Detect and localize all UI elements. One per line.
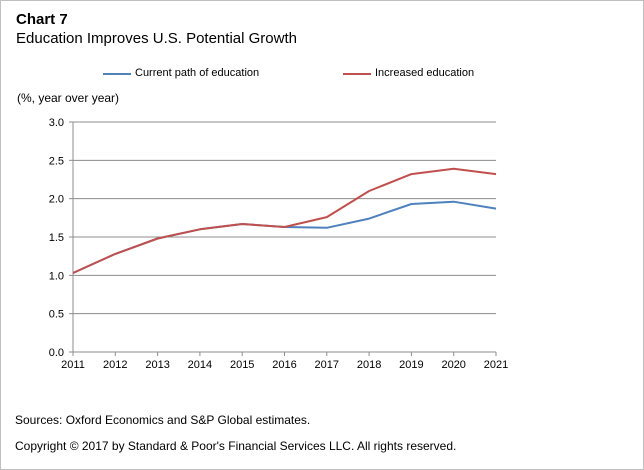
- x-tick-label: 2018: [357, 359, 381, 371]
- series-lines: [72, 167, 497, 274]
- y-axis-unit-label: (%, year over year): [17, 91, 120, 105]
- x-tick-label: 2020: [441, 359, 465, 371]
- series-line-increased-education: [72, 167, 497, 274]
- y-tick-label: 2.5: [49, 155, 64, 167]
- x-tick-label: 2019: [399, 359, 423, 371]
- x-tick-label: 2012: [103, 359, 127, 371]
- x-tick-labels: 2011 2012 2013 2014 2015 2016 2017 2018 2019 2020…: [61, 359, 508, 371]
- legend-swatch-current: [103, 73, 131, 75]
- y-tick-label: 3.0: [49, 117, 64, 129]
- x-tick-label: 2014: [188, 359, 212, 371]
- y-tick-labels: 0.0 0.5 1.0 1.5 2.0 2.5 3.0: [49, 117, 64, 359]
- chart-number: Chart 7: [16, 11, 68, 28]
- legend-label-current: Current path of education: [135, 67, 260, 79]
- y-tick-label: 0.5: [49, 309, 64, 321]
- y-tick-label: 0.0: [49, 347, 64, 359]
- x-tick-label: 2011: [61, 359, 85, 371]
- x-tick-label: 2017: [315, 359, 339, 371]
- axes: [69, 121, 497, 356]
- chart-title: Education Improves U.S. Potential Growth: [16, 30, 297, 47]
- x-tick-label: 2021: [484, 359, 508, 371]
- source-note: Sources: Oxford Economics and S&P Global…: [15, 413, 311, 427]
- legend-label-increased: Increased education: [375, 67, 475, 79]
- legend-swatch-increased: [343, 73, 371, 75]
- x-tick-label: 2013: [145, 359, 169, 371]
- gridlines: [73, 121, 496, 315]
- copyright-note: Copyright © 2017 by Standard & Poor's Fi…: [15, 439, 457, 453]
- y-tick-label: 1.0: [49, 270, 64, 282]
- x-tick-label: 2016: [272, 359, 296, 371]
- y-tick-label: 1.5: [49, 232, 64, 244]
- x-tick-label: 2015: [230, 359, 254, 371]
- y-tick-label: 2.0: [49, 194, 64, 206]
